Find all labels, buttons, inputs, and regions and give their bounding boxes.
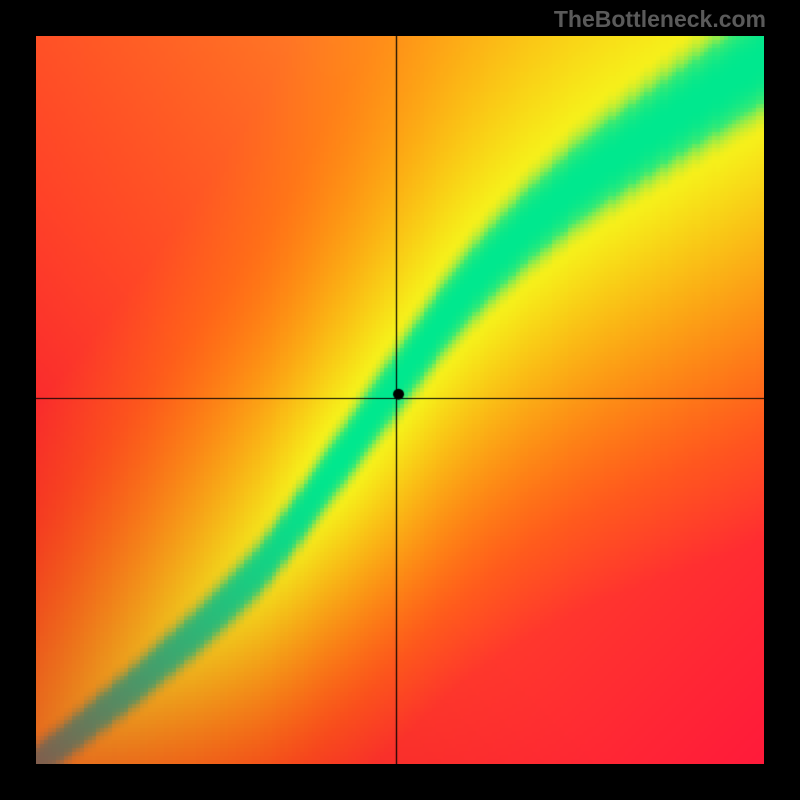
bottleneck-heatmap xyxy=(36,36,764,764)
chart-container: TheBottleneck.com xyxy=(0,0,800,800)
watermark-text: TheBottleneck.com xyxy=(554,6,766,33)
